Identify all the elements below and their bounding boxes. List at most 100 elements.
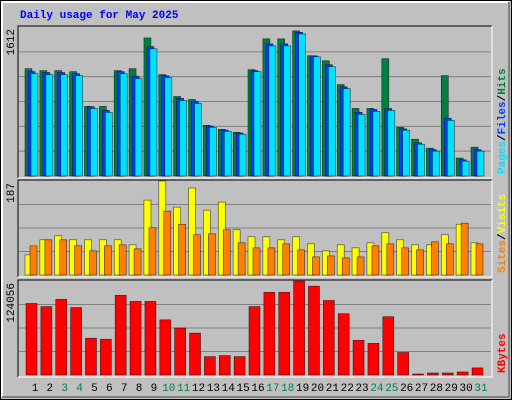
- x-tick-label: 19: [296, 383, 309, 395]
- bar: [105, 112, 113, 177]
- x-tick-label: 22: [341, 383, 354, 395]
- bar: [75, 75, 83, 177]
- y-tick-label: 124056: [6, 283, 18, 323]
- bar: [342, 88, 351, 177]
- bar: [223, 130, 232, 177]
- chart-title: Daily usage for May 2025: [20, 10, 179, 22]
- legend-entry: KBytes: [497, 333, 509, 373]
- bar: [45, 74, 54, 177]
- panel-bevel-light: [18, 180, 493, 278]
- x-tick-label: 6: [106, 383, 113, 395]
- x-tick-label: 30: [460, 383, 473, 395]
- bar: [59, 239, 68, 276]
- bar: [323, 300, 335, 376]
- bar: [397, 352, 409, 376]
- bar: [209, 126, 217, 177]
- bar: [129, 301, 142, 376]
- panel-bevel-light: [18, 280, 493, 378]
- bar: [293, 280, 305, 376]
- bar: [352, 339, 365, 376]
- bar: [40, 306, 53, 376]
- bar: [427, 372, 439, 376]
- bar: [456, 371, 469, 376]
- bar: [60, 74, 69, 177]
- bar: [371, 245, 380, 276]
- x-tick-label: 31: [474, 383, 488, 395]
- bar: [253, 71, 262, 177]
- bar: [372, 111, 381, 177]
- bar: [233, 356, 246, 376]
- bar: [134, 78, 143, 177]
- x-tick-label: 8: [136, 383, 143, 395]
- bar: [44, 239, 53, 276]
- bar: [144, 301, 157, 376]
- bar: [89, 250, 97, 276]
- bar: [328, 66, 336, 177]
- bar: [283, 45, 292, 177]
- bar: [263, 291, 276, 376]
- bar: [297, 249, 305, 276]
- x-tick-label: 11: [177, 383, 191, 395]
- bar: [401, 247, 409, 276]
- bar: [313, 56, 321, 177]
- x-tick-label: 29: [445, 383, 458, 395]
- bar: [416, 249, 424, 276]
- bar: [222, 229, 231, 276]
- x-tick-label: 26: [400, 383, 413, 395]
- x-tick-label: 9: [151, 383, 158, 395]
- x-tick-label: 10: [162, 383, 175, 395]
- bar: [417, 143, 425, 177]
- bar: [55, 299, 68, 376]
- bar: [445, 243, 454, 276]
- x-tick-label: 7: [121, 383, 128, 395]
- bar: [149, 48, 158, 177]
- panel-bevel-light: [18, 26, 493, 179]
- x-tick-label: 20: [311, 383, 324, 395]
- x-tick-label: 17: [266, 383, 279, 395]
- bar: [100, 338, 112, 376]
- bar: [70, 307, 82, 376]
- legend: Sites/Visits: [497, 194, 509, 273]
- bar: [188, 187, 196, 276]
- bar: [164, 77, 173, 177]
- bar: [193, 234, 201, 276]
- bar: [461, 160, 470, 177]
- bar: [178, 223, 186, 276]
- x-tick-label: 2: [47, 383, 54, 395]
- legend: KBytes: [497, 333, 509, 373]
- bar: [446, 120, 455, 177]
- bar: [460, 222, 469, 276]
- legend-separator: /: [497, 94, 509, 101]
- panel-bevel-dark: [17, 179, 492, 277]
- bar: [278, 291, 291, 376]
- legend-separator: /: [497, 233, 509, 240]
- x-tick-label: 27: [415, 383, 428, 395]
- bar: [148, 227, 157, 276]
- bar: [387, 110, 396, 177]
- x-tick-label: 28: [430, 383, 443, 395]
- bar: [252, 247, 261, 276]
- x-tick-label: 16: [251, 383, 264, 395]
- bar: [337, 313, 350, 376]
- x-tick-label: 18: [281, 383, 294, 395]
- bar: [356, 256, 365, 276]
- bar: [475, 243, 484, 276]
- bar: [204, 356, 216, 376]
- x-tick-label: 21: [326, 383, 340, 395]
- bar: [431, 241, 439, 276]
- bar: [386, 243, 395, 276]
- x-tick-label: 23: [355, 383, 368, 395]
- bar: [189, 332, 201, 376]
- bar: [312, 256, 320, 276]
- bar: [163, 210, 172, 276]
- bar: [432, 150, 440, 177]
- bar: [267, 247, 276, 276]
- x-tick-label: 15: [237, 383, 250, 395]
- bar: [237, 242, 246, 276]
- y-tick-label: 1612: [6, 29, 18, 55]
- bar: [341, 257, 350, 276]
- bar: [179, 100, 187, 177]
